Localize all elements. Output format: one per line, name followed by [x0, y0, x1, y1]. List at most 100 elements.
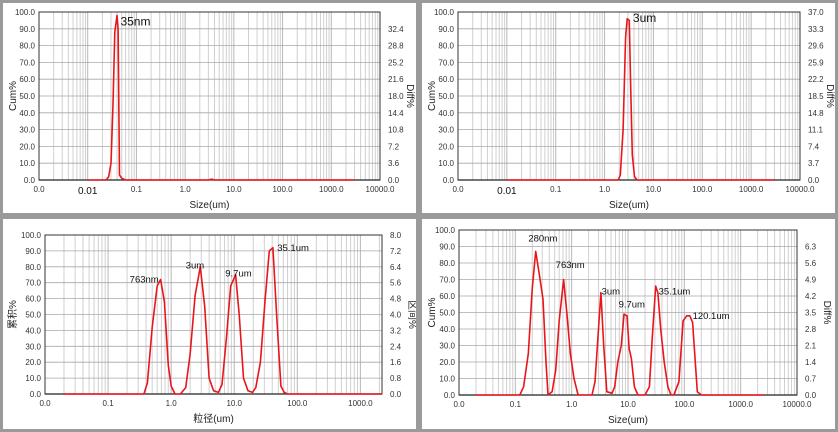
y-tick-label: 10.0: [438, 159, 454, 168]
y-tick-label: 70.0: [25, 279, 41, 288]
y2-tick-label: 7.4: [808, 142, 820, 151]
y-tick-label: 30.0: [19, 126, 35, 135]
chart-mixed-4-peaks: 0.0 10.0 20.0 30.0 40.0 50.0 60.0 70.0 80.0 90.0 1…: [7, 231, 416, 425]
y2-tick-label: 25.2: [388, 58, 404, 67]
y-tick-label: 10.0: [19, 159, 35, 168]
y2-tick-label: 2.1: [805, 342, 817, 351]
y-tick-label: 100.0: [21, 231, 42, 240]
chart-35nm: 0.010.020.030.040.050.060.070.080.090.01…: [8, 8, 415, 211]
series-line-distribution: [87, 14, 355, 181]
x-tick-label: 10000.0: [783, 400, 812, 409]
x-tick-label: 100.0: [273, 185, 294, 194]
y-tick-label: 70.0: [438, 58, 454, 67]
x-tick-label: 0.1: [103, 399, 115, 408]
y-tick-label: 60.0: [19, 75, 35, 84]
y-tick-label: 40.0: [439, 325, 455, 334]
y-tick-label: 50.0: [25, 311, 41, 320]
y-tick-label: 20.0: [439, 358, 455, 367]
y2-axis-label: Diff%: [821, 301, 832, 325]
y-tick-label: 20.0: [438, 142, 454, 151]
y2-tick-label: 22.2: [808, 75, 824, 84]
series-line-distribution: [476, 250, 764, 396]
y2-tick-label: 4.0: [390, 311, 402, 320]
x-tick-label: 10.0: [226, 399, 242, 408]
peak-annotation: 280nm: [528, 234, 557, 245]
y2-tick-label: 0.0: [390, 390, 402, 399]
peak-annotation: 120.1um: [693, 311, 730, 322]
y-tick-label: 100.0: [435, 226, 456, 235]
y2-tick-label: 29.6: [808, 42, 824, 51]
y-tick-label: 0.0: [24, 176, 36, 185]
x-tick-label: 10000.0: [786, 185, 815, 194]
x-tick-label: 100.0: [692, 185, 713, 194]
y-tick-label: 50.0: [439, 309, 455, 318]
peak-annotation: 35.1um: [659, 286, 691, 297]
y-tick-label: 10.0: [25, 374, 41, 383]
y-tick-label: 90.0: [19, 25, 35, 34]
y-tick-label: 0.0: [444, 391, 456, 400]
y2-tick-label: 0.0: [808, 176, 820, 185]
y2-tick-label: 37.0: [808, 8, 824, 17]
y-tick-label: 80.0: [439, 259, 455, 268]
series-line-distribution: [506, 17, 775, 181]
x-tick-label: 1000.0: [348, 399, 373, 408]
y-tick-label: 100.0: [434, 8, 455, 17]
y2-tick-label: 1.6: [390, 358, 402, 367]
y2-tick-label: 14.8: [808, 109, 824, 118]
x-tick-label: 0.0: [453, 400, 465, 409]
chart-panel-3um: 0.0 10.0 20.0 30.0 40.0 50.0 60.0 70.0 80.0 90.0 1…: [422, 3, 835, 213]
x-tick-label: 100.0: [674, 400, 695, 409]
y-tick-label: 70.0: [439, 276, 455, 285]
y-tick-label: 80.0: [19, 42, 35, 51]
y2-tick-label: 0.7: [805, 375, 817, 384]
y-axis-label: Cum%: [8, 81, 19, 111]
peak-annotation: 3um: [186, 260, 205, 271]
y2-axis-label: Diff%: [824, 84, 835, 108]
y-axis-label: Cum%: [427, 81, 438, 111]
y2-tick-label: 7.2: [390, 247, 402, 256]
chart-panel-35nm: 0.0 10.0 20.0 30.0 40.0 50.0 60.0 70.0 80.0 90.0 1…: [3, 3, 416, 213]
x-tick-label: 1000.0: [319, 185, 344, 194]
x-tick-label: 1000.0: [728, 400, 753, 409]
y2-tick-label: 4.9: [805, 276, 817, 285]
y-tick-label: 50.0: [19, 92, 35, 101]
x-tick-label: 0.1: [131, 185, 143, 194]
x-tick-label: 1000.0: [739, 185, 764, 194]
y-tick-label: 10.0: [439, 375, 455, 384]
x-tick-label: 0.0: [452, 185, 464, 194]
y-tick-label: 70.0: [19, 58, 35, 67]
peak-annotation: 35nm: [120, 14, 150, 28]
y2-tick-label: 25.9: [808, 58, 824, 67]
x-tick-label: 0.0: [39, 399, 51, 408]
y-tick-label: 80.0: [438, 42, 454, 51]
x-axis-label: Size(um): [609, 200, 649, 211]
y-tick-label: 30.0: [439, 342, 455, 351]
y2-axis-label: Diff%: [404, 84, 415, 108]
y2-tick-label: 7.2: [388, 142, 400, 151]
y-tick-label: 60.0: [438, 75, 454, 84]
x-tick-label: 10.0: [620, 400, 636, 409]
y-tick-label: 60.0: [25, 295, 41, 304]
y2-tick-label: 2.8: [805, 325, 817, 334]
y-tick-label: 90.0: [439, 243, 455, 252]
x-tick-label: 1.0: [599, 185, 611, 194]
y2-tick-label: 32.4: [388, 25, 404, 34]
y-tick-label: 50.0: [438, 92, 454, 101]
x-extra-label: 0.01: [497, 186, 517, 197]
y2-tick-label: 0.0: [388, 176, 400, 185]
y2-tick-label: 6.3: [805, 243, 817, 252]
y2-tick-label: 18.5: [808, 92, 824, 101]
y-tick-label: 90.0: [438, 25, 454, 34]
y-tick-label: 40.0: [19, 109, 35, 118]
y-tick-label: 20.0: [25, 358, 41, 367]
peak-annotation: 763nm: [130, 275, 159, 286]
y2-tick-label: 2.4: [390, 342, 402, 351]
series-line-distribution: [64, 246, 382, 395]
x-tick-label: 1.0: [166, 399, 178, 408]
y2-tick-label: 8.0: [390, 231, 402, 240]
x-axis-label: Size(um): [189, 200, 229, 211]
y2-tick-label: 0.0: [805, 391, 817, 400]
x-tick-label: 0.0: [33, 185, 45, 194]
y2-axis-label: 区间%: [406, 300, 416, 329]
y2-tick-label: 18.0: [388, 92, 404, 101]
